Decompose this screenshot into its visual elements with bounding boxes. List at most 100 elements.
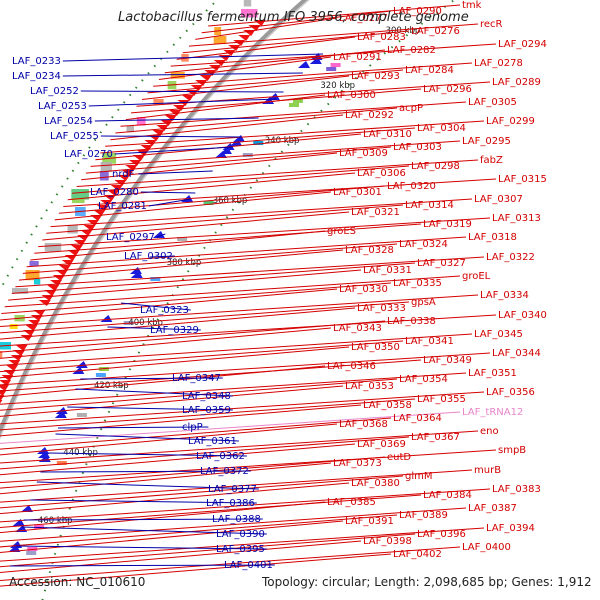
left-label-leader bbox=[57, 426, 209, 429]
gene-label-left: LAF_0386 bbox=[206, 498, 255, 509]
right-label-leader bbox=[0, 365, 326, 398]
feature-block bbox=[153, 99, 164, 105]
kbp-tick-label: 380 kbp bbox=[167, 258, 202, 268]
gene-arrow-forward bbox=[238, 35, 251, 41]
gene-label-left: LAF_0329 bbox=[150, 325, 199, 336]
left-label-leader bbox=[23, 518, 263, 521]
right-label-leader bbox=[0, 546, 461, 581]
right-label-leader bbox=[38, 217, 491, 248]
right-label-leader bbox=[0, 320, 386, 353]
left-label-leader bbox=[75, 388, 233, 397]
gene-label-right: LAF_0358 bbox=[363, 400, 412, 411]
right-label-leader bbox=[54, 191, 332, 221]
right-label-leader bbox=[72, 165, 410, 194]
gene-arrow-forward bbox=[93, 210, 106, 216]
right-label-leader bbox=[0, 488, 491, 523]
gene-label-left: LAF_0270 bbox=[64, 149, 113, 160]
gene-arrow-forward bbox=[38, 300, 51, 306]
gene-label-right: LAF_0298 bbox=[411, 161, 460, 172]
gene-label-left: LAF_0395 bbox=[216, 544, 265, 555]
right-label-leader bbox=[188, 23, 479, 47]
gene-arrow-reverse bbox=[152, 231, 165, 238]
right-label-leader bbox=[30, 230, 326, 261]
gene-arrow-forward bbox=[0, 400, 3, 404]
right-label-leader bbox=[85, 146, 392, 174]
right-label-leader bbox=[0, 352, 491, 386]
gene-label-right: LAF_0333 bbox=[357, 303, 406, 314]
feature-block bbox=[170, 72, 185, 79]
right-label-leader bbox=[0, 301, 410, 334]
gene-label-left: LAF_0234 bbox=[12, 71, 61, 82]
gene-label-right: LAF_0334 bbox=[480, 290, 529, 301]
right-label-leader bbox=[0, 314, 497, 347]
gene-label-right: LAF_0349 bbox=[423, 355, 472, 366]
gene-label-right: LAF_0387 bbox=[468, 503, 517, 514]
right-label-leader bbox=[0, 469, 473, 503]
gene-label-right: LAF_0344 bbox=[492, 348, 541, 359]
gene-label-right: groEL bbox=[462, 271, 491, 282]
feature-block bbox=[71, 198, 85, 204]
right-label-leader bbox=[176, 36, 356, 60]
gene-label-right: LAF_0303 bbox=[393, 142, 442, 153]
gene-label-right: LAF_0320 bbox=[387, 181, 436, 192]
gene-label-right: LAF_0351 bbox=[468, 368, 517, 379]
feature-block bbox=[29, 261, 39, 267]
gene-label-right: LAF_0338 bbox=[387, 316, 436, 327]
feature-block bbox=[67, 225, 78, 234]
gene-label-right: LAF_0294 bbox=[498, 39, 547, 50]
feature-block bbox=[213, 36, 227, 44]
gene-label-right: LAF_0368 bbox=[339, 419, 388, 430]
kbp-tick-label: 300 kbp bbox=[386, 26, 421, 36]
gene-label-right: LAF_0300 bbox=[327, 90, 376, 101]
gene-arrow-reverse bbox=[130, 271, 143, 278]
right-label-leader bbox=[195, 17, 338, 40]
gene-label-right: LAF_0343 bbox=[333, 323, 382, 334]
gene-label-right: smpB bbox=[498, 445, 526, 456]
gene-label-right: LAF_0304 bbox=[417, 123, 466, 134]
gene-arrow-reverse bbox=[214, 151, 227, 158]
left-label-leader bbox=[100, 135, 242, 138]
feature-block bbox=[12, 288, 29, 294]
right-label-leader bbox=[50, 198, 473, 228]
topology-summary: Topology: circular; Length: 2,098,685 bp… bbox=[261, 575, 592, 589]
right-label-leader bbox=[0, 507, 467, 542]
feature-block bbox=[9, 324, 18, 329]
gene-arrow-forward bbox=[173, 105, 186, 111]
left-label-leader bbox=[15, 545, 267, 550]
gene-arrow-forward bbox=[100, 200, 113, 206]
feature-block bbox=[44, 243, 62, 252]
gene-label-right: LAF_0319 bbox=[423, 219, 472, 230]
gene-label-left: LAF_0390 bbox=[216, 529, 265, 540]
right-label-leader bbox=[125, 94, 326, 121]
left-label-leader bbox=[30, 499, 257, 504]
right-label-leader bbox=[0, 456, 386, 489]
feature-block-inner bbox=[150, 277, 161, 281]
gene-label-right: LAF_0331 bbox=[363, 265, 412, 276]
right-label-leader bbox=[0, 333, 473, 366]
right-label-leader bbox=[8, 269, 362, 301]
right-label-leader bbox=[46, 204, 404, 234]
gene-label-left: LAF_0302 bbox=[124, 251, 173, 262]
gene-label-right: LAF_0396 bbox=[417, 529, 466, 540]
gene-label-right: fabZ bbox=[480, 155, 503, 166]
feature-block bbox=[33, 279, 41, 285]
left-label-leader bbox=[62, 53, 324, 62]
gene-arrow-reverse bbox=[298, 61, 310, 68]
right-label-leaders: tmk LAF_0290 LAF_0277 recR LAF_0276 LAF_0283 L… bbox=[0, 0, 547, 587]
left-label-leader bbox=[80, 90, 284, 93]
gene-arrow-forward bbox=[86, 220, 99, 226]
gene-label-right: LAF_0289 bbox=[492, 77, 541, 88]
right-label-leader bbox=[0, 514, 398, 548]
right-label-leader bbox=[0, 385, 344, 417]
right-label-leader bbox=[100, 127, 416, 154]
gene-arrow-forward bbox=[0, 390, 7, 396]
gene-label-right: LAF_0391 bbox=[345, 516, 394, 527]
feature-block-inner bbox=[242, 153, 253, 157]
gene-label-left: LAF_0377 bbox=[208, 484, 257, 495]
gene-label-right: LAF_0335 bbox=[393, 278, 442, 289]
feature-block bbox=[136, 117, 146, 126]
left-label-leader bbox=[47, 452, 247, 457]
right-label-leader bbox=[0, 494, 422, 529]
right-label-leader bbox=[0, 327, 332, 359]
left-label-leader bbox=[10, 564, 275, 567]
